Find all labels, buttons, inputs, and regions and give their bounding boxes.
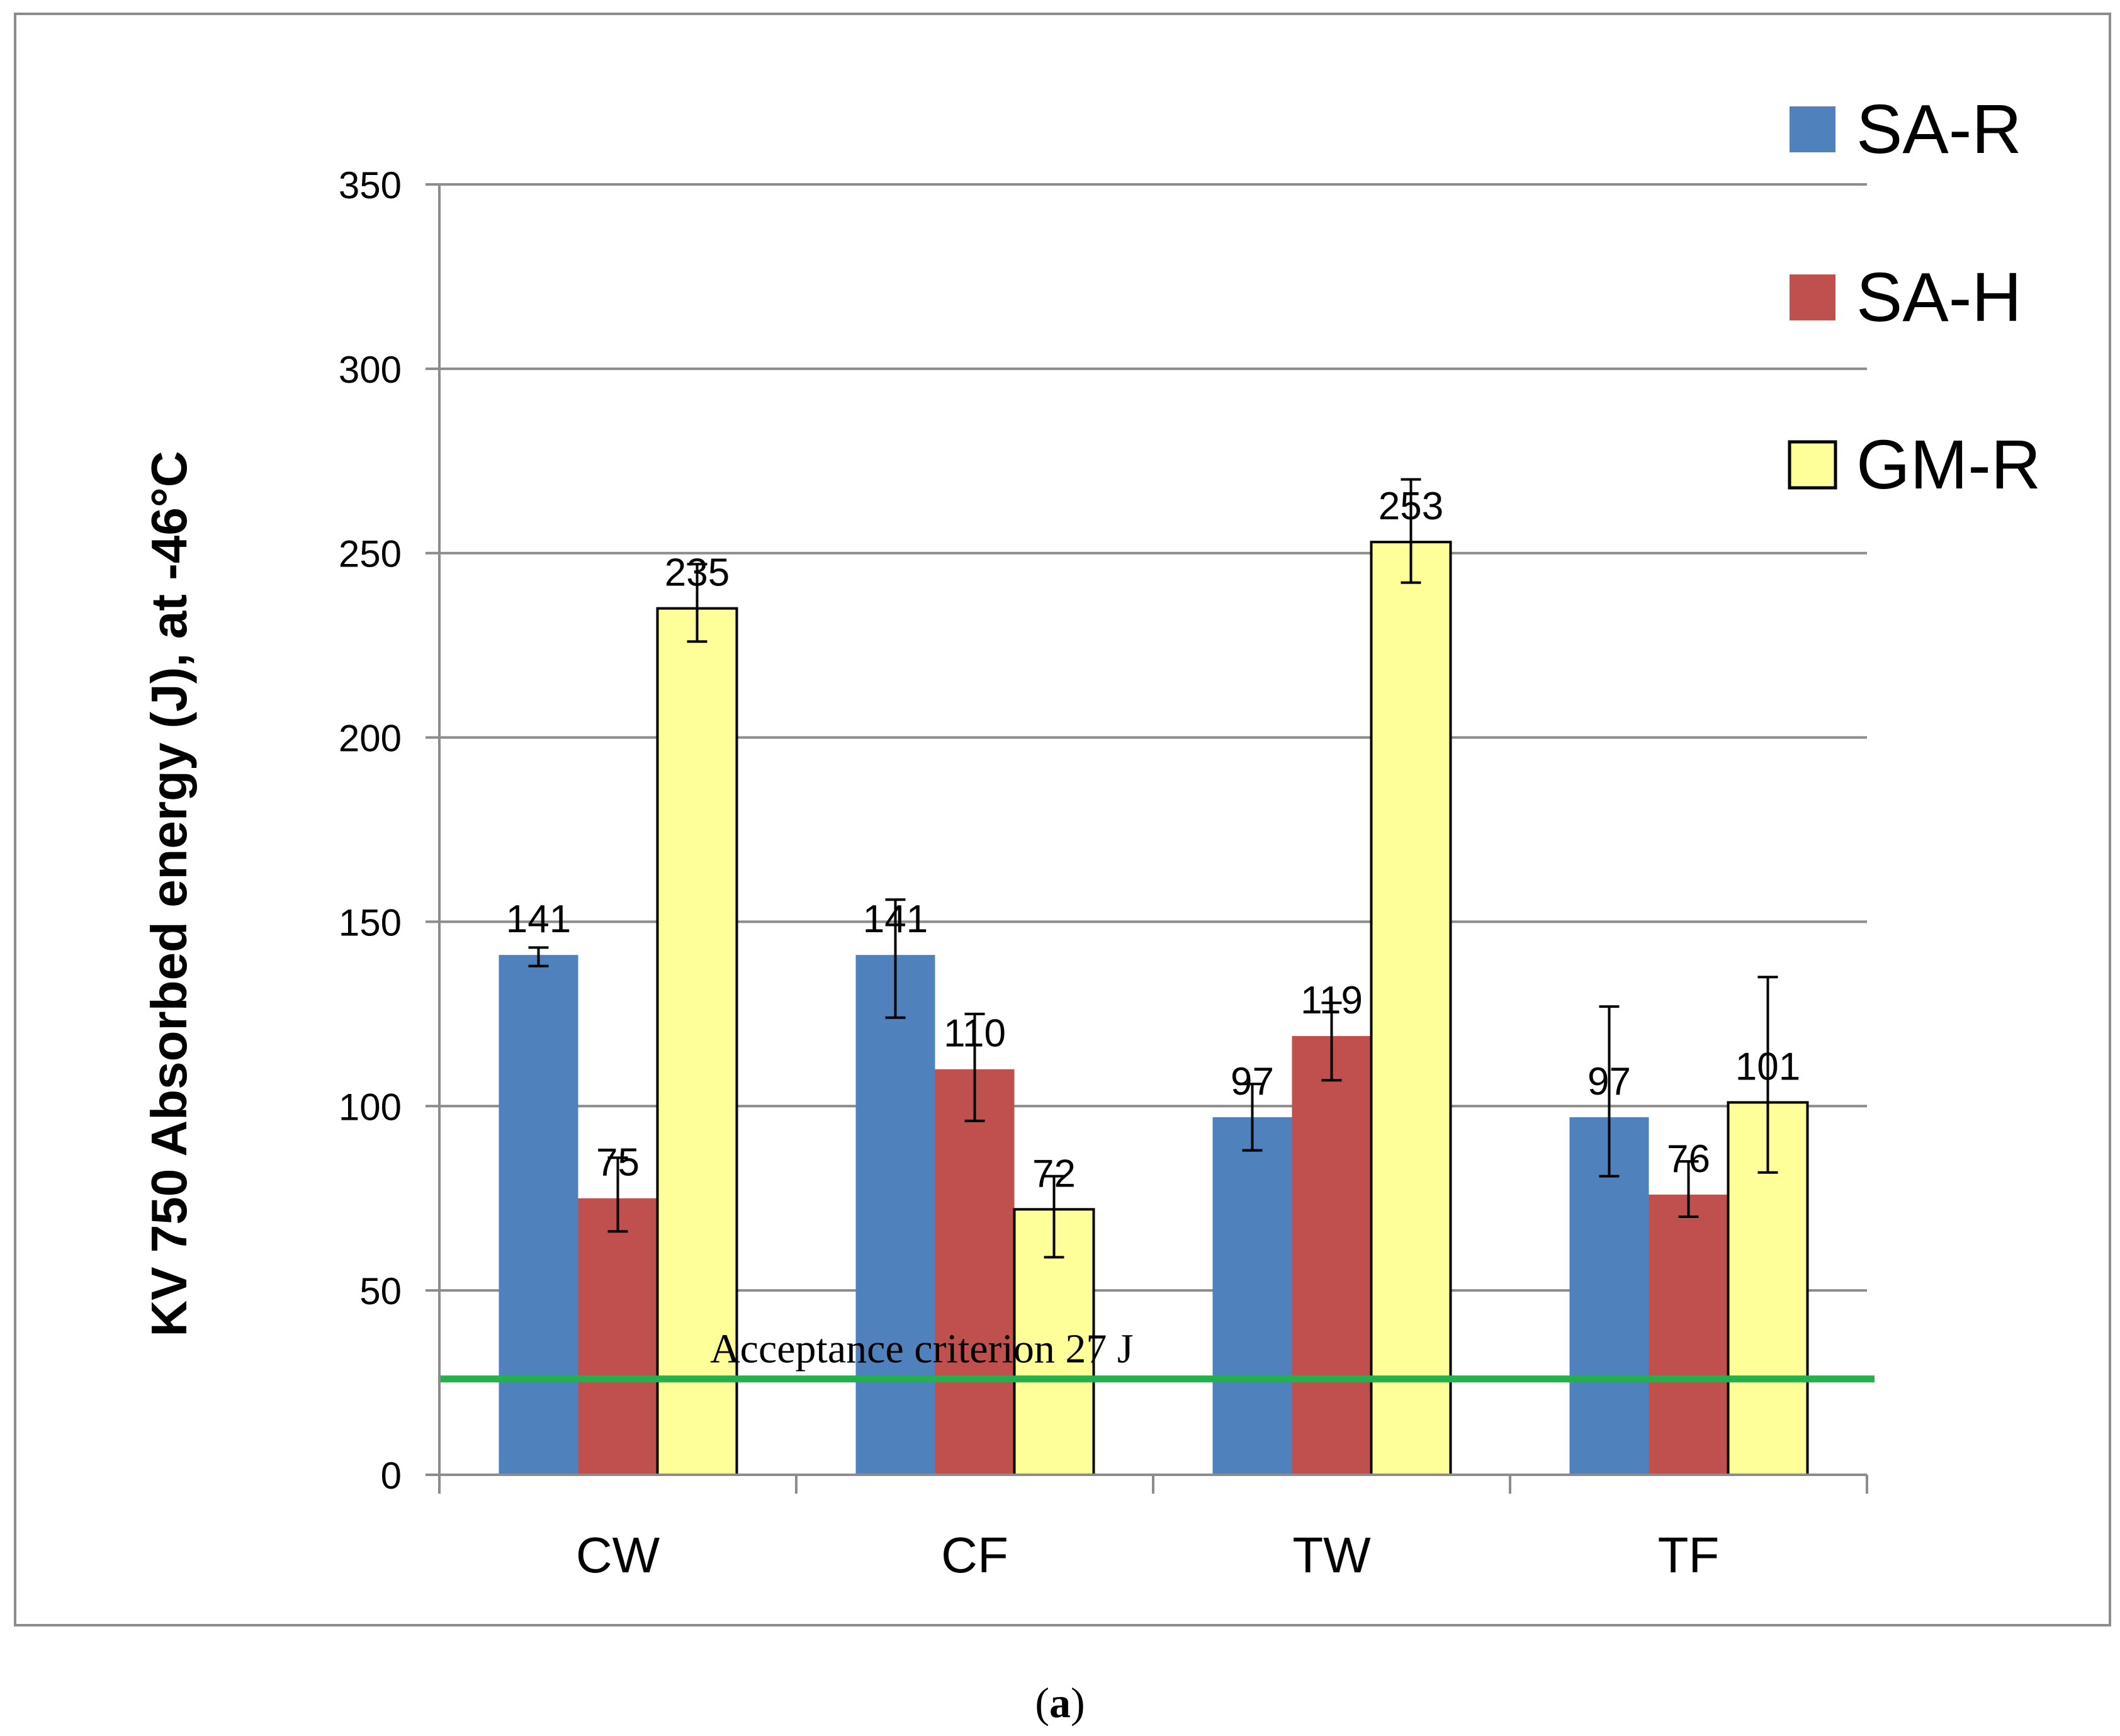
data-label-sa-h-cw: 75: [596, 1141, 640, 1185]
data-label-sa-h-cf: 110: [944, 1012, 1006, 1056]
x-tick-label-tw: TW: [1292, 1527, 1371, 1583]
legend-label-gm-r: GM-R: [1856, 426, 2041, 504]
bar-sa-r-cw: [499, 955, 578, 1475]
figure-caption: (a): [1035, 1679, 1085, 1727]
legend-label-sa-r: SA-R: [1856, 91, 2022, 168]
x-tick-label-cf: CF: [941, 1527, 1008, 1583]
y-tick-label-50: 50: [359, 1270, 402, 1312]
error-bar-layer: [528, 478, 1778, 1259]
bar-layer: [499, 541, 1809, 1477]
bar-sa-r-cf: [855, 955, 935, 1475]
data-label-sa-h-tf: 76: [1667, 1137, 1710, 1181]
legend: SA-R SA-H GM-R: [1788, 91, 2041, 504]
data-label-sa-r-tw: 97: [1231, 1060, 1274, 1103]
x-tick-label-cw: CW: [576, 1527, 660, 1583]
y-tick-label-0: 0: [381, 1455, 402, 1497]
data-label-gm-r-cw: 235: [665, 551, 730, 595]
data-label-sa-r-cw: 141: [506, 898, 571, 941]
y-tick-label-200: 200: [339, 718, 402, 760]
bar-sa-h-tf: [1649, 1194, 1728, 1475]
data-label-gm-r-tw: 253: [1379, 485, 1443, 528]
data-label-sa-r-cf: 141: [863, 898, 928, 941]
legend-label-sa-h: SA-H: [1856, 259, 2022, 336]
legend-swatch-sa-h: [1790, 274, 1835, 320]
data-label-sa-r-tf: 97: [1587, 1060, 1631, 1103]
caption-close-paren: ): [1071, 1679, 1085, 1727]
bar-gm-r-cw: [656, 607, 738, 1476]
y-axis-title: KV 750 Absorbed energy (J), at -46°C: [141, 451, 197, 1336]
y-tick-label-100: 100: [339, 1086, 402, 1128]
bar-gm-r-tw: [1370, 541, 1452, 1477]
caption-open-paren: (: [1035, 1679, 1049, 1727]
x-tick-label-tf: TF: [1658, 1527, 1720, 1583]
bar-sa-h-cw: [578, 1198, 658, 1475]
caption-letter: a: [1049, 1679, 1071, 1727]
data-label-gm-r-cf: 72: [1032, 1152, 1076, 1195]
axis-layer: 0 50 100 150 200 250 300 350 CW CF TW TF: [339, 164, 1868, 1583]
y-tick-label-350: 350: [339, 164, 402, 206]
y-tick-label-150: 150: [339, 901, 402, 944]
data-label-sa-h-tw: 119: [1300, 979, 1363, 1022]
bar-sa-h-cf: [935, 1069, 1015, 1475]
bar-sa-h-tw: [1292, 1036, 1372, 1475]
acceptance-criterion-label: Acceptance criterion 27 J: [710, 1326, 1134, 1372]
bar-sa-r-tw: [1212, 1117, 1292, 1475]
data-label-layer: 141 141 97 97 75 110 119 76 235 72 253 101: [506, 485, 1800, 1195]
reference-line-layer: Acceptance criterion 27 J: [439, 1326, 1875, 1383]
legend-swatch-gm-r: [1788, 440, 1837, 490]
data-label-gm-r-tf: 101: [1735, 1045, 1800, 1088]
y-tick-label-300: 300: [339, 349, 402, 391]
legend-swatch-sa-r: [1790, 106, 1835, 152]
y-tick-label-250: 250: [339, 533, 402, 575]
